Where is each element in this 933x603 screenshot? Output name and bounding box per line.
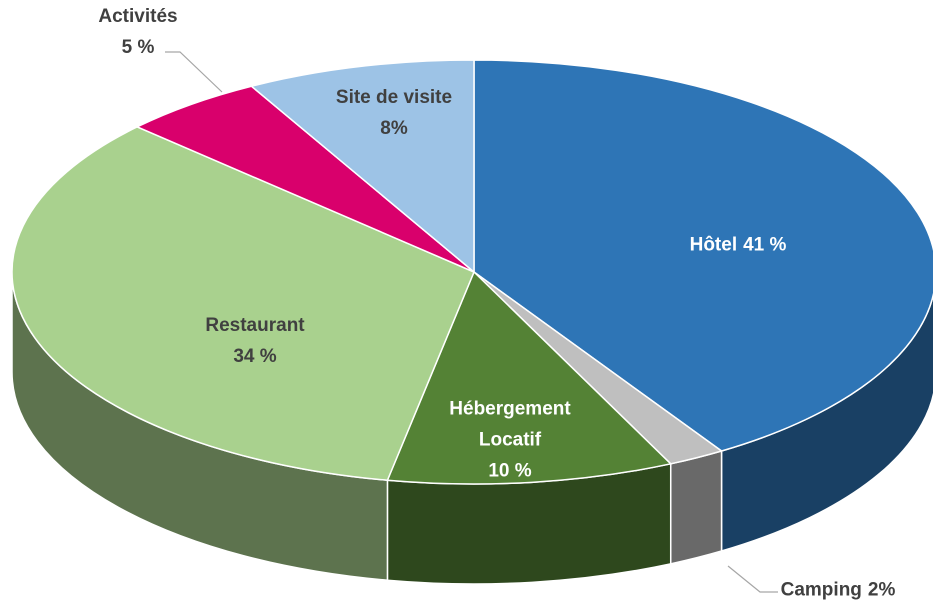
slice: [135, 85, 475, 273]
leader-line: [727, 565, 778, 593]
leader-line: [165, 51, 223, 93]
slice-label: Activités 5 %: [78, 1, 198, 63]
slice-label: Hébergement Locatif 10 %: [425, 394, 595, 487]
slice: [11, 126, 475, 482]
slice-label: Camping 2%: [738, 575, 933, 603]
category-name: Hébergement Locatif: [449, 398, 571, 451]
slice-label: Hôtel 41 %: [588, 230, 888, 261]
category-name: Camping: [780, 579, 862, 601]
value-label: 2%: [867, 579, 896, 601]
slice-label: Restaurant 34 %: [155, 310, 355, 372]
slice: [386, 270, 673, 485]
slice: [249, 59, 475, 274]
category-name: Site de visite: [335, 87, 453, 108]
slice-side: [669, 449, 723, 565]
value-label: 41 %: [743, 234, 787, 256]
slice-label: Site de visite 8%: [309, 82, 479, 144]
slice: [473, 59, 933, 452]
category-name: Restaurant: [205, 315, 305, 336]
value-label: 5 %: [121, 37, 155, 58]
value-label: 8%: [380, 118, 408, 139]
category-name: Activités: [98, 6, 178, 27]
value-label: 10 %: [488, 460, 532, 482]
category-name: Hôtel: [689, 234, 738, 256]
value-label: 34 %: [233, 346, 277, 367]
